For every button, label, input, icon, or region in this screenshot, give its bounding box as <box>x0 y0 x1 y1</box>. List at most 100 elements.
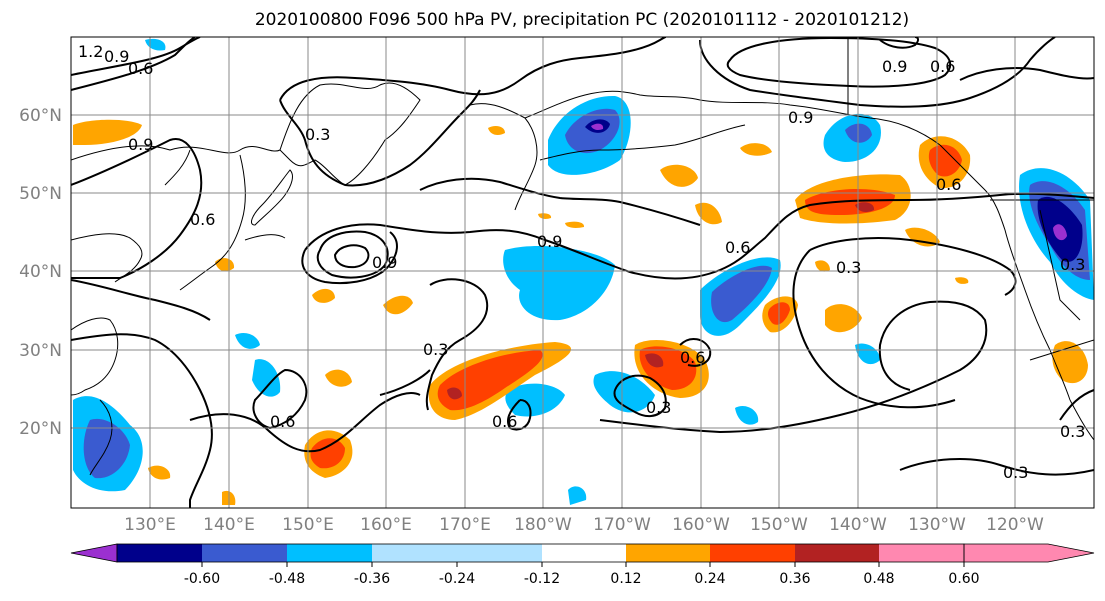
precip-positive-region <box>955 277 969 284</box>
contour-label: 1.2 <box>78 42 103 61</box>
colorbar-tick-label: -0.60 <box>184 571 220 587</box>
precip-positive-region <box>437 350 543 411</box>
lat-label: 60°N <box>19 106 62 126</box>
contour-label: 0.6 <box>128 59 153 78</box>
contour-label: 0.9 <box>128 135 153 154</box>
colorbar-tick-label: 0.24 <box>694 571 725 587</box>
precip-positive-region <box>815 260 830 272</box>
contour-label: 0.9 <box>537 232 562 251</box>
pv-contour <box>333 244 370 269</box>
precip-positive-region <box>1052 341 1088 384</box>
colorbar-extend-max <box>963 543 1095 563</box>
colorbar-segment <box>710 544 795 562</box>
lat-label: 50°N <box>19 184 62 204</box>
contour-label: 0.6 <box>190 210 215 229</box>
pv-contour <box>613 374 667 418</box>
precip-negative-region <box>855 343 880 365</box>
pv-contour <box>189 392 421 453</box>
contour-label: 0.9 <box>372 253 397 272</box>
precip-negative-region <box>1053 224 1067 241</box>
contour-label: 0.3 <box>1003 463 1028 482</box>
precip-negative-region <box>503 245 615 321</box>
precip-negative-region <box>711 265 772 323</box>
lon-label: 160°W <box>672 515 730 535</box>
precip-positive-region <box>565 221 585 228</box>
precip-positive-region <box>310 438 345 469</box>
longitude-labels: 130°E 140°E 150°E 160°E 170°E 180°W 170°… <box>124 515 1044 535</box>
contour-label: 0.6 <box>930 57 955 76</box>
lat-label: 30°N <box>19 341 62 361</box>
precip-negative-region <box>591 123 604 130</box>
precip-positive-region <box>383 295 413 315</box>
precip-negative-region <box>735 405 759 425</box>
lon-label: 150°E <box>282 515 334 535</box>
colorbar-tick-label: 0.36 <box>779 571 810 587</box>
coastline <box>539 124 746 161</box>
colorbar-frame <box>116 543 965 563</box>
precip-negative-region <box>593 371 655 413</box>
colorbar-tick-label: -0.48 <box>269 571 305 587</box>
border <box>1039 209 1081 321</box>
lon-label: 140°W <box>829 515 887 535</box>
map-area: 1.2 0.9 0.6 0.9 0.3 0.6 0.9 0.9 0.3 0.6 … <box>71 37 1094 508</box>
contour-label: 0.6 <box>725 238 750 257</box>
lat-label: 40°N <box>19 262 62 282</box>
pv-contour <box>71 37 196 91</box>
lat-label: 20°N <box>19 419 62 439</box>
pv-contour <box>304 192 1094 280</box>
coastline <box>71 317 119 396</box>
contour-label: 0.6 <box>680 348 705 367</box>
latitude-labels: 60°N 50°N 40°N 30°N 20°N <box>19 106 62 439</box>
lon-label: 130°W <box>908 515 966 535</box>
pv-contour <box>71 333 213 508</box>
colorbar-segment <box>457 544 542 562</box>
precip-positive-region <box>740 143 772 156</box>
colorbar-segment <box>372 544 457 562</box>
precip-positive-region <box>825 304 862 333</box>
precip-negative-region <box>235 333 260 349</box>
precip-positive-region <box>148 465 171 480</box>
precip-positive-region <box>447 387 462 400</box>
lon-label: 170°W <box>593 515 651 535</box>
pv-contour <box>279 89 481 187</box>
colorbar-segment <box>117 544 202 562</box>
coastline <box>699 99 941 146</box>
pv-contour <box>316 230 389 279</box>
coastline <box>179 154 246 291</box>
pv-contour <box>279 37 667 101</box>
coastlines <box>71 37 1094 476</box>
colorbar-segment <box>542 544 626 562</box>
colorbar-segment <box>287 544 372 562</box>
colorbar-tick-label: 0.48 <box>863 571 894 587</box>
colorbar: -0.60 -0.48 -0.36 -0.24 -0.12 0.12 0.24 … <box>70 543 1095 587</box>
precip-negative-region <box>568 486 587 505</box>
coastline <box>469 103 538 211</box>
contour-label: 0.3 <box>1060 255 1085 274</box>
colorbar-segment <box>626 544 710 562</box>
precip-positive-region <box>660 164 698 187</box>
pv-contour <box>792 249 956 409</box>
colorbar-ticks <box>201 562 965 567</box>
coastline <box>524 90 701 119</box>
precip-positive-region <box>695 202 722 225</box>
precip-positive-region <box>538 213 552 219</box>
lon-label: 130°E <box>124 515 176 535</box>
colorbar-tick-label: 0.60 <box>948 571 979 587</box>
pv-contour <box>419 177 701 226</box>
precip-positive-region <box>645 353 664 368</box>
precip-negative-region <box>505 383 565 417</box>
contour-label: 0.9 <box>788 108 813 127</box>
coastline <box>164 149 191 186</box>
lon-label: 170°E <box>439 515 491 535</box>
colorbar-extend-min <box>70 543 118 563</box>
colorbar-tick-labels: -0.60 -0.48 -0.36 -0.24 -0.12 0.12 0.24 … <box>184 571 980 587</box>
pv-contour <box>71 138 203 279</box>
pv-contour <box>959 67 1094 81</box>
pv-contour <box>379 369 431 396</box>
lon-label: 120°W <box>986 515 1044 535</box>
pv-contour <box>599 300 988 434</box>
map-frame <box>70 36 1095 509</box>
coastline <box>71 233 143 283</box>
contour-label: 0.6 <box>270 412 295 431</box>
